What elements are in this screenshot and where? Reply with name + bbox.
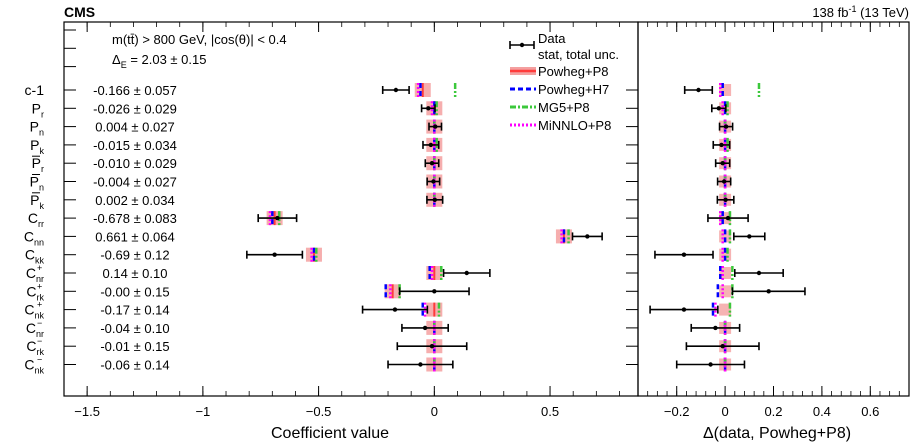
category-superscript: +	[37, 281, 42, 291]
value-label: -0.06 ± 0.14	[100, 358, 169, 373]
right-data-point	[725, 215, 731, 221]
right-data-point	[720, 161, 725, 166]
legend-label: MG5+P8	[538, 100, 590, 115]
legend-data-dot	[519, 42, 525, 48]
right-reference-band	[719, 303, 732, 316]
left-x-tick-label: −1.5	[74, 404, 100, 419]
legend-label-secondary: stat, total unc.	[538, 47, 619, 62]
right-data-point	[756, 270, 762, 276]
value-label: -0.01 ± 0.15	[100, 339, 169, 354]
left-data-point	[464, 270, 469, 276]
category-label: Ckk	[25, 247, 45, 266]
right-x-tick-label: 0.2	[764, 404, 782, 419]
legend-label: Powheg+P8	[538, 64, 608, 79]
category-superscript: −	[37, 355, 42, 365]
right-reference-band	[719, 84, 732, 96]
category-label: Cnn	[24, 228, 44, 247]
category-superscript: +	[37, 263, 42, 273]
left-data-point	[429, 344, 435, 349]
value-label: -0.04 ± 0.10	[100, 321, 169, 336]
left-data-point	[585, 234, 590, 239]
left-x-tick-label: −0.5	[306, 404, 332, 419]
left-data-point	[418, 362, 423, 367]
category-label: Pk	[30, 137, 44, 156]
category-label: Pn	[30, 119, 44, 138]
category-label: Pr	[32, 155, 44, 174]
right-data-point	[716, 106, 722, 111]
left-data-point	[432, 197, 437, 202]
value-label: -0.69 ± 0.12	[100, 248, 169, 263]
right-x-tick-label: −0.2	[664, 404, 690, 419]
left-data-point	[393, 87, 399, 93]
selection-annotation: m(tt̄) > 800 GeV, |cos(θ)| < 0.4	[112, 32, 287, 47]
category-label: Pr	[32, 100, 44, 119]
category-label: Pn	[30, 174, 44, 193]
right-data-point	[721, 179, 727, 184]
value-label: 0.004 ± 0.027	[95, 120, 174, 135]
right-panel-frame	[637, 21, 910, 397]
legend-label: Powheg+H7	[538, 82, 609, 97]
value-label: -0.015 ± 0.034	[93, 138, 177, 153]
category-label: Cnr	[26, 320, 44, 339]
right-data-point	[681, 307, 687, 312]
left-data-point	[433, 124, 438, 129]
category-label: Cnk	[24, 302, 44, 321]
category-label: Crr	[28, 210, 44, 229]
delta-e-annotation: ΔE = 2.03 ± 0.15	[112, 52, 206, 70]
right-data-point	[681, 252, 687, 257]
left-data-point	[426, 106, 431, 111]
right-data-point	[720, 344, 725, 349]
right-data-point	[747, 234, 752, 239]
category-label: Crk	[26, 338, 44, 357]
category-label: Crk	[26, 283, 44, 302]
left-data-point	[432, 289, 437, 294]
left-x-tick-label: −1	[195, 404, 210, 419]
value-label: -0.166 ± 0.057	[93, 83, 177, 98]
right-x-tick-label: 0.6	[861, 404, 879, 419]
left-data-point	[431, 179, 436, 184]
lumi-label: 138 fb-1 (13 TeV)	[812, 4, 909, 20]
left-data-point	[272, 252, 277, 257]
experiment-label: CMS	[64, 4, 95, 20]
value-label: -0.678 ± 0.083	[93, 211, 177, 226]
category-label: c-1	[25, 82, 45, 98]
right-reference-band	[719, 285, 732, 298]
category-label: Cnk	[24, 357, 44, 376]
value-label: 0.14 ± 0.10	[103, 266, 168, 281]
category-superscript: −	[37, 336, 42, 346]
value-label: -0.004 ± 0.027	[93, 175, 177, 190]
left-data-point	[275, 215, 280, 221]
category-label: Cnr	[26, 265, 44, 284]
category-superscript: +	[37, 300, 42, 310]
right-data-point	[713, 325, 718, 331]
value-label: 0.661 ± 0.064	[95, 229, 174, 244]
value-label: -0.17 ± 0.14	[100, 303, 169, 318]
right-data-point	[766, 289, 771, 294]
right-data-point	[723, 197, 728, 202]
left-x-tick-label: 0	[431, 404, 438, 419]
legend-label: Data	[538, 31, 566, 46]
value-label: -0.00 ± 0.15	[100, 284, 169, 299]
category-superscript: −	[37, 318, 42, 328]
value-label: -0.026 ± 0.029	[93, 101, 177, 116]
legend-label: MiNNLO+P8	[538, 118, 611, 133]
right-x-tick-label: 0.4	[813, 404, 831, 419]
left-data-point	[428, 142, 434, 148]
right-data-point	[708, 362, 713, 367]
left-data-point	[392, 307, 398, 312]
left-data-point	[429, 161, 435, 166]
right-data-point	[723, 124, 729, 129]
left-data-point	[422, 325, 428, 331]
left-x-axis-title: Coefficient value	[271, 425, 389, 442]
right-data-point	[719, 142, 724, 148]
value-label: 0.002 ± 0.034	[95, 193, 174, 208]
left-x-tick-label: 0.5	[541, 404, 559, 419]
right-x-axis-title: Δ(data, Powheg+P8)	[703, 425, 851, 442]
value-label: -0.010 ± 0.029	[93, 156, 177, 171]
right-x-tick-label: 0	[721, 404, 728, 419]
category-label: Pk	[30, 192, 44, 211]
right-data-point	[696, 87, 701, 93]
